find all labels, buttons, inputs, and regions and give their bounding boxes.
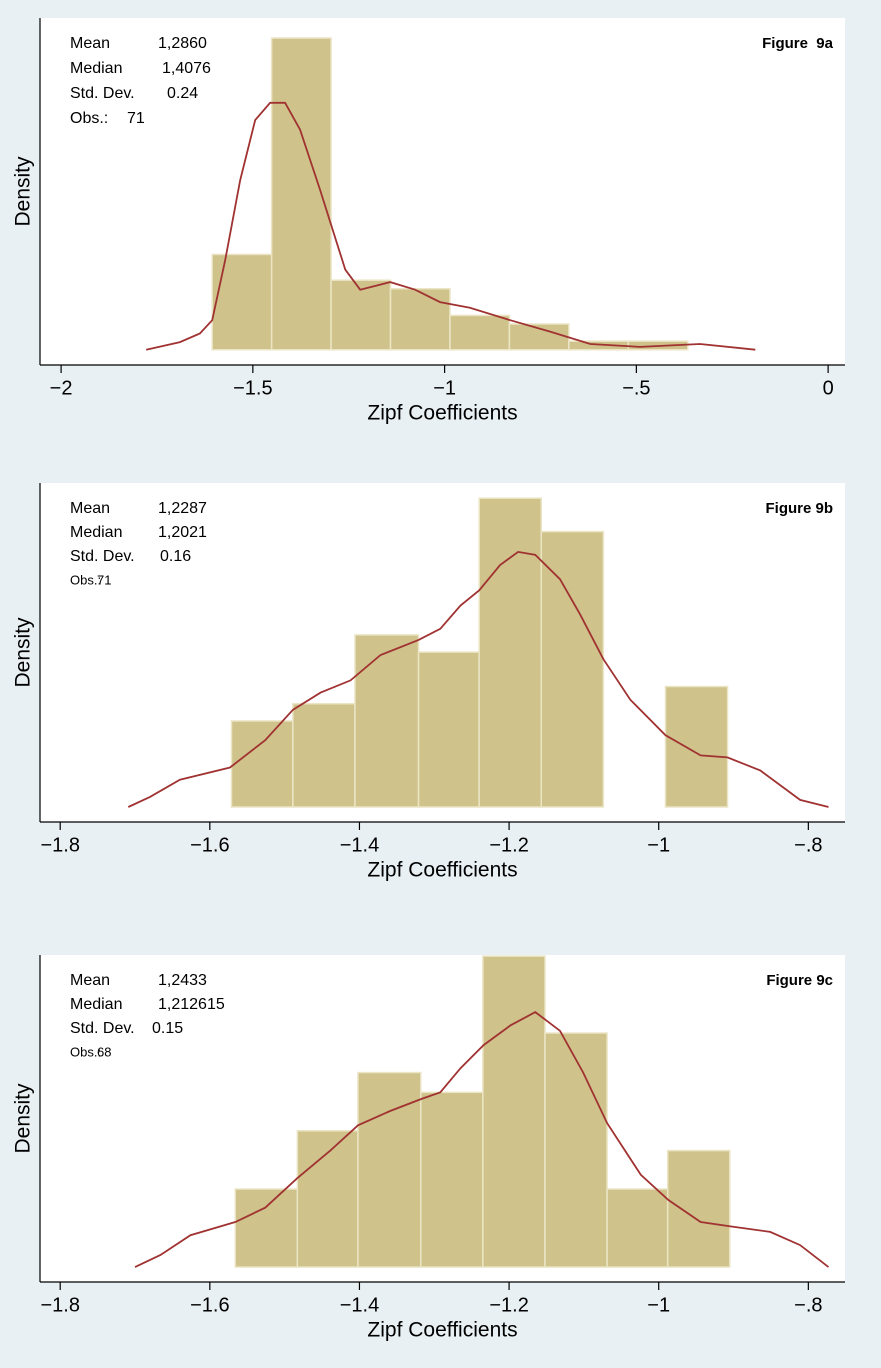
histogram-bar — [357, 1071, 422, 1268]
x-tick-label: −1 — [647, 834, 670, 856]
histogram-bar — [417, 651, 480, 808]
histogram-bar — [330, 279, 392, 351]
histogram-bar — [292, 702, 356, 808]
y-axis-title: Density — [12, 1083, 35, 1154]
histogram-bar — [482, 955, 546, 1268]
histogram-bar — [420, 1091, 484, 1268]
stat-value: 1,2021 — [158, 524, 207, 541]
stat-label: Std. Dev. — [70, 1020, 135, 1037]
stat-value: 1,2860 — [158, 35, 207, 52]
stat-label: Obs.: — [70, 1044, 101, 1059]
stat-value: 71 — [97, 572, 111, 587]
x-axis-title: Zipf Coefficients — [367, 1319, 517, 1342]
x-tick-label: −1.8 — [40, 834, 79, 856]
histogram-bar — [478, 497, 543, 808]
histogram-bar — [296, 1130, 359, 1268]
x-tick-label: −1.2 — [489, 1294, 528, 1316]
histogram-bar — [544, 1032, 608, 1268]
x-tick-label: 0 — [823, 377, 834, 399]
density-curve — [146, 101, 756, 351]
x-tick-label: −1.4 — [340, 1294, 379, 1316]
x-tick-label: −2 — [50, 377, 73, 399]
x-axis-title: Zipf Coefficients — [367, 859, 517, 882]
histogram-bar — [666, 1149, 731, 1268]
stat-label: Obs.: — [70, 572, 101, 587]
stat-value: 0.15 — [152, 1020, 183, 1037]
histogram-bar — [664, 685, 729, 808]
x-tick-label: −1.2 — [489, 834, 528, 856]
histogram-bar — [540, 530, 605, 808]
stat-value: 0.24 — [167, 85, 198, 102]
histogram-bar — [354, 634, 420, 808]
x-tick-label: −.8 — [794, 834, 822, 856]
stat-label: Obs.: — [70, 110, 108, 127]
stat-label: Mean — [70, 972, 110, 989]
x-tick-label: −1.8 — [40, 1294, 79, 1316]
x-tick-label: −.8 — [794, 1294, 822, 1316]
stat-value: 71 — [127, 110, 145, 127]
figure-label: Figure 9a — [762, 35, 834, 52]
histogram-bar — [234, 1188, 299, 1268]
histogram-bar — [606, 1188, 669, 1268]
stat-value: 0.16 — [160, 548, 191, 565]
stat-value: 68 — [97, 1044, 111, 1059]
histogram-bar — [211, 253, 273, 351]
y-axis-title: Density — [12, 617, 35, 688]
histogram-bar — [230, 720, 294, 808]
density-curve — [127, 550, 829, 808]
x-tick-label: −1.4 — [340, 834, 379, 856]
x-tick-label: −.5 — [622, 377, 650, 399]
x-tick-label: −1 — [647, 1294, 670, 1316]
x-tick-label: −1.6 — [190, 834, 229, 856]
stat-label: Std. Dev. — [70, 548, 135, 565]
figure-label: Figure 9b — [765, 500, 833, 517]
density-curve — [134, 1011, 830, 1268]
stat-label: Median — [70, 996, 122, 1013]
stat-value: 1,2433 — [158, 972, 207, 989]
x-tick-label: −1.5 — [233, 377, 272, 399]
y-axis-title: Density — [12, 156, 35, 227]
x-tick-label: −1 — [433, 377, 456, 399]
stat-label: Median — [70, 60, 122, 77]
stat-label: Mean — [70, 35, 110, 52]
stat-value: 1,2287 — [158, 500, 207, 517]
stat-label: Median — [70, 524, 122, 541]
x-axis-title: Zipf Coefficients — [367, 402, 517, 425]
stat-value: 1,4076 — [162, 60, 211, 77]
stat-value: 1,212615 — [158, 996, 225, 1013]
histogram-bar — [389, 287, 451, 351]
x-tick-label: −1.6 — [190, 1294, 229, 1316]
stat-label: Mean — [70, 500, 110, 517]
histogram-bar — [449, 314, 511, 351]
figure-label: Figure 9c — [766, 972, 833, 989]
stat-label: Std. Dev. — [70, 85, 135, 102]
